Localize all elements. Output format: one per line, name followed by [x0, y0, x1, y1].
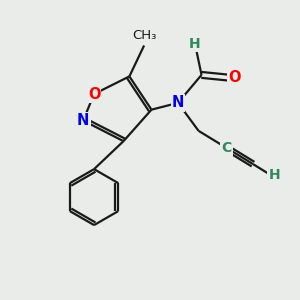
Text: O: O	[228, 70, 241, 86]
Text: H: H	[268, 168, 280, 182]
Text: O: O	[88, 87, 100, 102]
Text: H: H	[188, 37, 200, 51]
Text: N: N	[77, 113, 89, 128]
Text: C: C	[221, 141, 232, 155]
Text: N: N	[172, 95, 184, 110]
Text: CH₃: CH₃	[132, 29, 156, 42]
